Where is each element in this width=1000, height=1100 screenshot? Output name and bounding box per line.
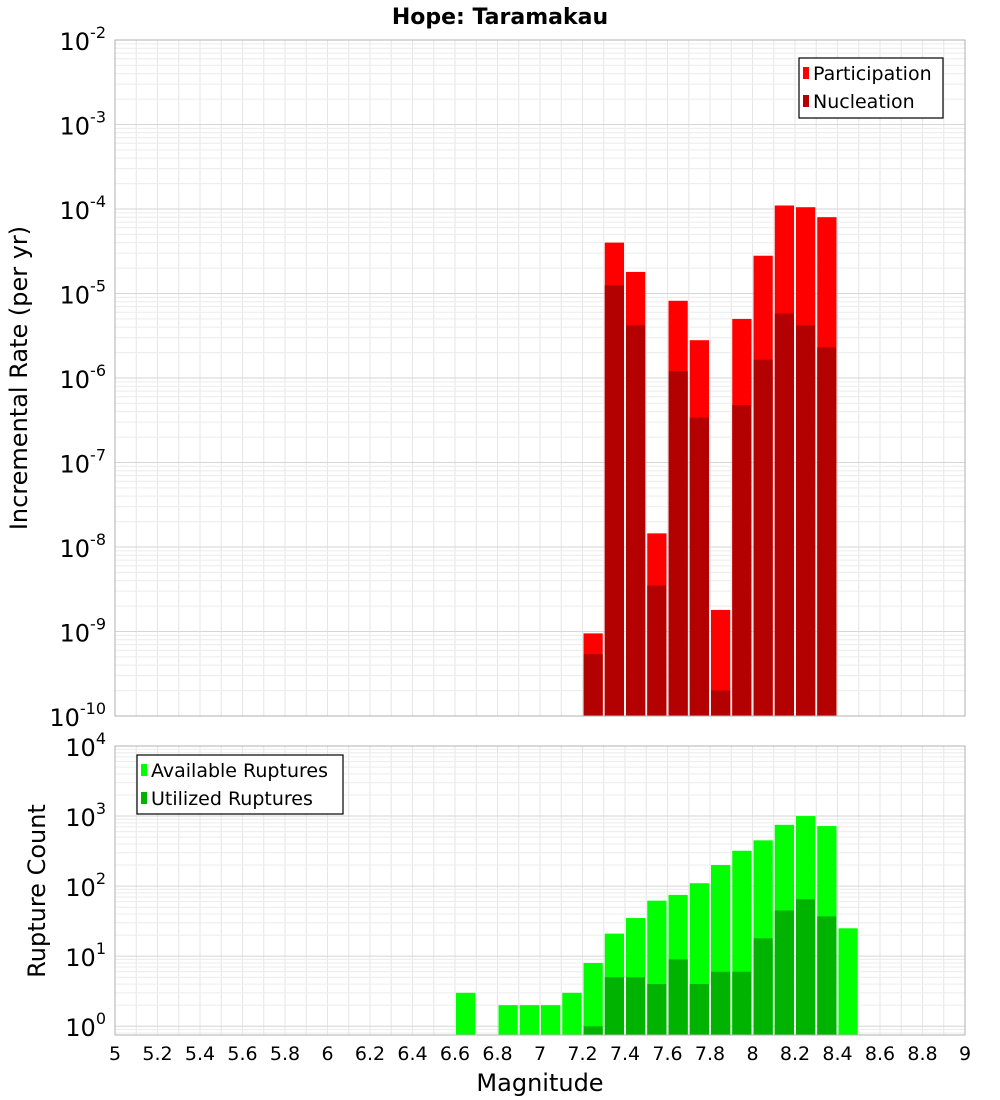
bottom-legend-label: Available Ruptures [151, 760, 328, 782]
bottom-bar-available-ruptures [583, 962, 603, 1035]
x-tick-label: 7.4 [610, 1043, 640, 1065]
top-y-tick-label: 10-9 [60, 615, 107, 648]
x-tick-label: 6.4 [397, 1043, 427, 1065]
bottom-y-axis-label: Rupture Count [23, 804, 51, 978]
x-tick-label: 8.4 [822, 1043, 852, 1065]
x-tick-label: 7.8 [695, 1043, 725, 1065]
top-legend-swatch [803, 95, 809, 107]
bottom-y-tick-labels: 100 101 102 103 104 [65, 729, 106, 1042]
bottom-series-utilized-ruptures [583, 899, 837, 1035]
top-y-tick-label: 10-10 [49, 699, 106, 732]
bottom-y-tick-label: 101 [65, 939, 106, 972]
top-series-nucleation [583, 285, 837, 716]
top-legend-swatch [803, 67, 809, 79]
bottom-legend-swatch [141, 764, 147, 776]
bottom-legend-box [136, 754, 344, 815]
x-tick-label: 8.8 [907, 1043, 937, 1065]
x-tick-label: 5.4 [185, 1043, 215, 1065]
x-tick-label: 6.2 [355, 1043, 385, 1065]
top-bar-nucleation [711, 690, 731, 716]
top-legend-label: Participation [813, 63, 932, 85]
bottom-bar-utilized-ruptures [583, 1026, 603, 1035]
x-tick-label: 6.8 [482, 1043, 512, 1065]
top-legend-label: Nucleation [813, 91, 915, 113]
bottom-bar-utilized-ruptures [668, 959, 688, 1035]
top-bar-nucleation [732, 404, 752, 716]
x-tick-label: 5 [109, 1043, 121, 1065]
top-bar-nucleation [604, 285, 624, 716]
top-bar-nucleation [583, 654, 603, 716]
x-tick-label: 7.2 [567, 1043, 597, 1065]
top-bar-nucleation [753, 359, 773, 716]
bottom-bar-available-ruptures [838, 928, 858, 1035]
x-tick-label: 5.8 [270, 1043, 300, 1065]
bottom-bar-available-ruptures [519, 1005, 539, 1035]
bottom-bar-utilized-ruptures [817, 916, 837, 1035]
bottom-bar-utilized-ruptures [647, 984, 667, 1035]
bottom-bar-utilized-ruptures [796, 899, 816, 1035]
bottom-bar-utilized-ruptures [689, 984, 709, 1035]
top-y-tick-label: 10-8 [60, 530, 107, 563]
x-axis-label: Magnitude [476, 1069, 603, 1097]
top-plot-frame [114, 39, 966, 717]
bottom-bar-utilized-ruptures [711, 971, 731, 1035]
top-plot-area: 10-10 10-9 10-8 10-7 10-6 10-5 10-4 10-3 10-2 Par… [49, 23, 966, 732]
x-tick-label: 9 [959, 1043, 971, 1065]
top-bar-nucleation [689, 417, 709, 716]
x-tick-label: 5.2 [142, 1043, 172, 1065]
bottom-y-tick-label: 102 [65, 869, 106, 902]
bottom-plot-frame [114, 745, 966, 1036]
top-y-tick-label: 10-4 [60, 192, 107, 225]
bottom-bar-available-ruptures [498, 1005, 518, 1035]
bottom-bar-utilized-ruptures [732, 971, 752, 1035]
top-bar-nucleation [774, 313, 794, 716]
x-tick-label: 8.6 [865, 1043, 895, 1065]
top-y-tick-label: 10-7 [60, 446, 107, 479]
chart-title: Hope: Taramakau [392, 5, 608, 30]
bottom-bar-available-ruptures [562, 992, 582, 1035]
top-gridlines [114, 39, 966, 717]
x-tick-label: 6 [321, 1043, 333, 1065]
top-bar-nucleation [796, 325, 816, 716]
top-legend-box [798, 57, 944, 119]
bottom-bar-utilized-ruptures [753, 938, 773, 1035]
x-tick-label: 8.2 [780, 1043, 810, 1065]
bottom-bar-available-ruptures [456, 992, 476, 1035]
top-y-tick-label: 10-3 [60, 108, 107, 141]
bottom-legend-swatch [141, 792, 147, 804]
bottom-bar-utilized-ruptures [774, 910, 794, 1035]
top-legend: Participation Nucleation [798, 57, 944, 119]
top-y-tick-label: 10-6 [60, 361, 107, 394]
x-tick-label: 7.6 [652, 1043, 682, 1065]
bottom-y-tick-label: 104 [65, 729, 106, 762]
bottom-bar-available-ruptures [541, 1005, 561, 1035]
top-bar-nucleation [668, 371, 688, 716]
top-bar-nucleation [817, 347, 837, 716]
top-y-tick-labels: 10-10 10-9 10-8 10-7 10-6 10-5 10-4 10-3 10-2 [49, 23, 106, 732]
bottom-y-tick-label: 103 [65, 799, 106, 832]
top-bars [583, 205, 837, 717]
x-tick-label: 7 [534, 1043, 546, 1065]
top-bar-nucleation [626, 325, 646, 716]
x-tick-labels: 5 5.2 5.4 5.6 5.8 6 6.2 6.4 6.6 6.8 7 7.2 7.4 7.6 7.8 8… [109, 1043, 971, 1065]
x-tick-label: 8 [746, 1043, 758, 1065]
bottom-bar-utilized-ruptures [604, 977, 624, 1035]
top-y-tick-label: 10-5 [60, 277, 107, 310]
top-bar-nucleation [647, 585, 667, 716]
x-tick-label: 6.6 [440, 1043, 470, 1065]
bottom-y-tick-label: 100 [65, 1009, 106, 1042]
bottom-legend-label: Utilized Ruptures [151, 788, 313, 810]
bottom-bars [456, 816, 858, 1035]
top-y-tick-label: 10-2 [60, 23, 107, 56]
bottom-bar-utilized-ruptures [626, 977, 646, 1035]
bottom-legend: Available Ruptures Utilized Ruptures [136, 754, 344, 815]
bottom-plot-area: 100 101 102 103 104 5 5.2 5.4 5.6 5.8 6 6.2 6.4 6.6 6.… [65, 729, 971, 1065]
top-y-axis-label: Incremental Rate (per yr) [5, 226, 33, 530]
top-bar-participation [711, 609, 731, 716]
x-tick-label: 5.6 [227, 1043, 257, 1065]
